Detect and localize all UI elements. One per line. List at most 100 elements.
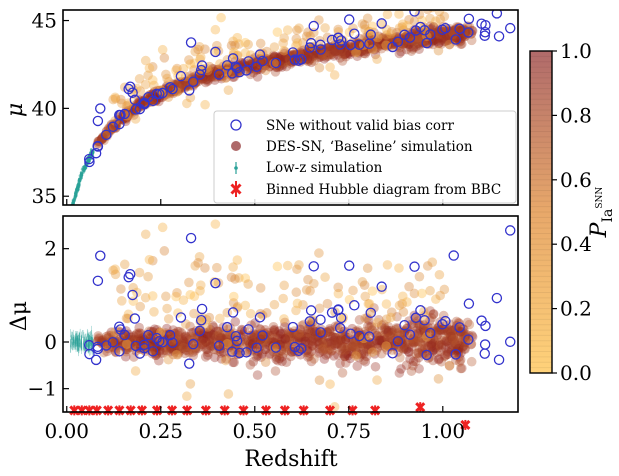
no-bias-corr-point <box>139 342 150 354</box>
sn-outlier-point <box>255 283 266 293</box>
sn-point <box>460 27 471 37</box>
lowz-point <box>69 207 72 210</box>
sn-point <box>394 48 405 59</box>
sn-point <box>241 335 252 346</box>
no-bias-corr-point <box>175 70 187 82</box>
no-bias-corr-point <box>345 39 356 51</box>
sn-point <box>442 349 453 360</box>
sn-point <box>204 340 215 351</box>
sn-point <box>340 349 351 359</box>
sn-point <box>431 347 442 358</box>
sn-point <box>281 357 292 367</box>
sn-point <box>442 35 453 46</box>
binned-point <box>347 405 358 416</box>
no-bias-corr-point <box>234 66 245 78</box>
sn-point <box>466 339 476 350</box>
top-ytick-label: 35 <box>32 184 57 208</box>
sn-point <box>257 340 267 351</box>
no-bias-corr-point <box>415 21 426 33</box>
sn-outlier-point <box>228 262 238 272</box>
legend-label-lowz-text: Low-z simulation <box>266 160 383 176</box>
sn-point <box>314 348 324 358</box>
sn-point <box>385 331 396 341</box>
no-bias-corr-point <box>387 347 398 359</box>
sn-point <box>244 65 254 75</box>
no-bias-corr-point <box>175 312 187 323</box>
sn-point <box>336 47 346 58</box>
no-bias-corr-point <box>315 44 326 55</box>
sn-point <box>343 342 354 353</box>
sn-point <box>361 351 372 362</box>
sn-outlier-point <box>362 263 373 274</box>
sn-point <box>126 338 136 348</box>
sn-point <box>317 339 328 349</box>
sn-outlier-point <box>147 62 158 72</box>
sn-point <box>175 84 186 94</box>
sn-point <box>446 327 456 338</box>
sn-point <box>286 351 296 362</box>
sn-point <box>436 30 446 41</box>
sn-point <box>318 346 328 356</box>
sn-point <box>180 339 190 350</box>
sn-outlier-point <box>213 46 224 56</box>
sn-point <box>296 50 306 61</box>
sn-outlier-point <box>234 273 244 283</box>
sn-point <box>177 334 188 345</box>
lowz-point <box>78 176 82 180</box>
sn-point <box>262 333 273 344</box>
sn-point <box>445 26 455 36</box>
sn-point <box>154 355 164 366</box>
sn-point <box>205 328 216 339</box>
sn-point <box>283 326 293 337</box>
sn-point <box>455 363 466 374</box>
sn-point <box>376 33 387 43</box>
sn-point <box>428 309 439 320</box>
no-bias-corr-point <box>257 55 268 67</box>
sn-outlier-point <box>215 313 225 324</box>
sn-point <box>408 44 418 54</box>
sn-point <box>401 38 412 49</box>
sn-outlier-point <box>402 297 412 307</box>
sn-point <box>246 330 257 340</box>
sn-point <box>111 347 121 358</box>
sn-point <box>379 338 390 349</box>
sn-point <box>281 345 292 356</box>
sn-point <box>186 327 197 338</box>
sn-point <box>404 337 415 348</box>
sn-point <box>314 337 324 347</box>
sn-point <box>202 329 213 340</box>
sn-point <box>317 50 328 61</box>
no-bias-corr-point <box>463 334 474 345</box>
no-bias-corr-point <box>289 54 301 65</box>
sn-point <box>375 340 386 351</box>
sn-point <box>202 74 213 84</box>
sn-point <box>280 46 290 57</box>
sn-point <box>383 327 393 338</box>
sn-point <box>302 345 313 355</box>
sn-outlier-point <box>435 14 446 24</box>
sn-point <box>440 33 451 44</box>
sn-point <box>252 370 263 380</box>
no-bias-corr-point <box>287 47 299 58</box>
sn-point <box>350 43 361 54</box>
sn-outlier-point <box>348 285 358 296</box>
sn-point <box>171 331 182 342</box>
sn-point <box>201 337 211 347</box>
sn-point <box>408 33 418 44</box>
sn-point <box>370 49 381 60</box>
sn-point <box>181 345 191 355</box>
sn-point <box>282 51 292 62</box>
sn-point <box>460 26 470 37</box>
sn-point <box>336 341 347 351</box>
sn-point <box>347 340 358 351</box>
sn-point <box>202 76 213 87</box>
sn-point <box>382 345 393 355</box>
sn-point <box>174 326 185 337</box>
sn-point <box>226 349 237 360</box>
no-bias-corr-point <box>376 18 387 29</box>
lowz-point <box>72 199 76 203</box>
sn-point <box>308 341 319 351</box>
no-bias-corr-point <box>437 318 448 330</box>
sn-outlier-point <box>314 15 324 25</box>
no-bias-corr-point <box>127 87 138 98</box>
